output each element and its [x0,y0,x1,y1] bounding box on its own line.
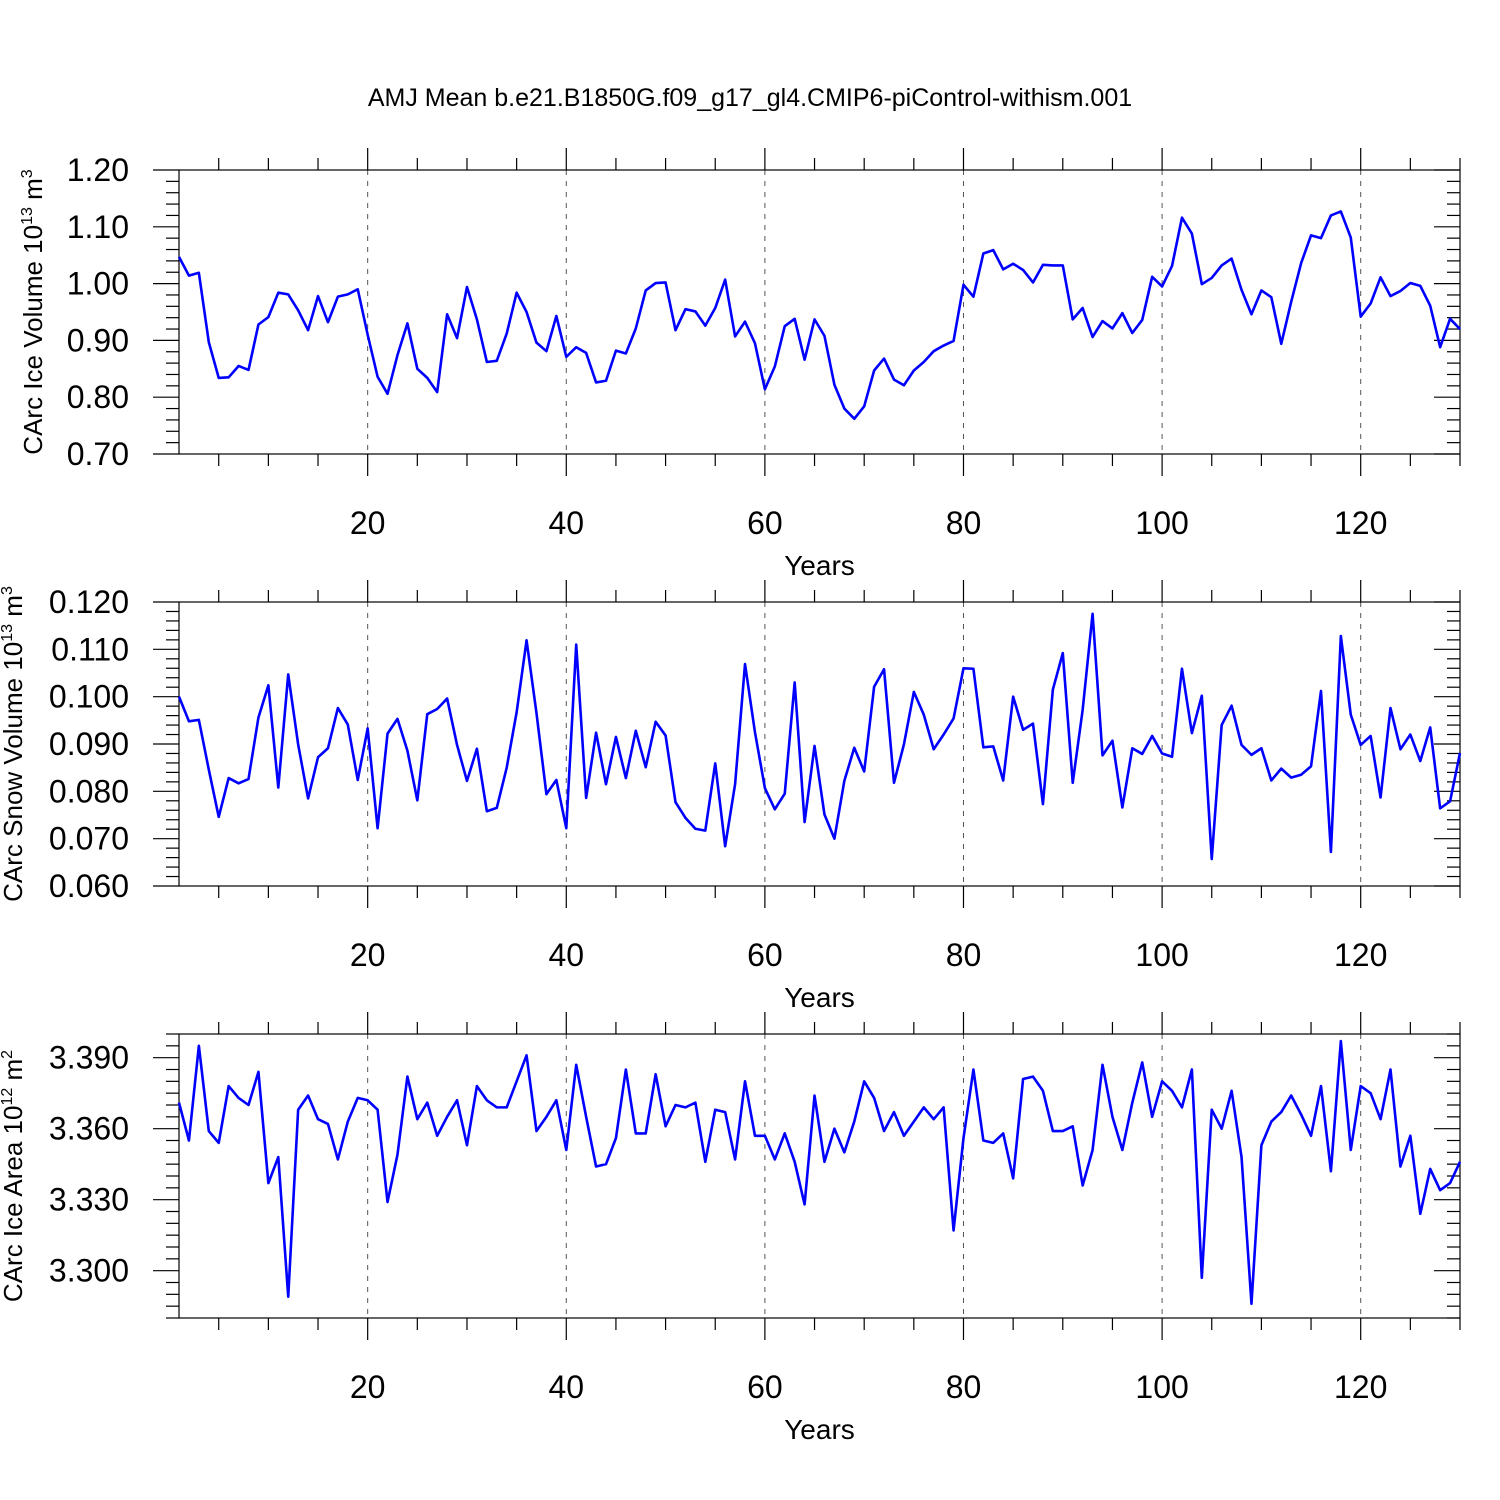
x-tick-label: 20 [350,505,386,541]
x-tick-label: 100 [1135,505,1188,541]
series-line [177,612,1462,861]
x-tick-label: 20 [350,1369,386,1405]
x-tick-label: 120 [1334,937,1387,973]
x-tick-label: 60 [747,937,783,973]
y-tick-label: 1.10 [67,209,129,245]
x-tick-label: 80 [946,937,982,973]
y-axis-label: CArc Ice Area 1012 m2 [0,1050,28,1302]
x-tick-label: 100 [1135,937,1188,973]
y-tick-label: 3.330 [49,1182,129,1218]
y-axis-label: CArc Ice Volume 1013 m3 [18,169,48,454]
x-tick-label: 40 [548,1369,584,1405]
y-tick-label: 0.060 [49,868,129,904]
panel-2: 20 40 60 80 100 120 Years 0.060 0.070 0.080 0.090 0… [0,580,1462,1013]
x-tick-label: 40 [548,937,584,973]
panel-3: 20 40 60 80 100 120 Years 3.300 3.330 3.360 3.390 C… [0,1012,1462,1445]
x-tick-label: 100 [1135,1369,1188,1405]
x-tick-label: 80 [946,1369,982,1405]
plot-frame [178,169,1461,455]
series-line [177,1039,1462,1306]
y-tick-label: 3.360 [49,1111,129,1147]
y-tick-label: 0.120 [49,584,129,620]
figure-title: AMJ Mean b.e21.B1850G.f09_g17_gl4.CMIP6-… [368,84,1132,112]
y-tick-label: 0.90 [67,322,129,358]
y-tick-label: 0.090 [49,726,129,762]
y-tick-label: 0.80 [67,379,129,415]
plot-frame [178,601,1461,887]
y-tick-label: 3.390 [49,1040,129,1076]
x-axis-label: Years [784,982,855,1013]
plot-frame [178,1033,1461,1319]
x-axis-label: Years [784,550,855,581]
x-tick-label: 40 [548,505,584,541]
y-tick-label: 1.20 [67,152,129,188]
y-tick-label: 0.080 [49,773,129,809]
y-tick-label: 3.300 [49,1253,129,1289]
y-axis-label: CArc Snow Volume 1013 m3 [0,586,28,902]
x-tick-label: 120 [1334,1369,1387,1405]
y-tick-label: 0.110 [51,631,129,667]
y-tick-label: 1.00 [67,266,129,302]
panel-1: 20 40 60 80 100 120 Years 0.70 0.80 0.90 1.00 1.10 1… [18,148,1461,581]
series-line [177,210,1461,421]
y-tick-label: 0.070 [49,821,129,857]
x-tick-label: 120 [1334,505,1387,541]
x-tick-label: 80 [946,505,982,541]
y-tick-label: 0.70 [67,436,129,472]
x-tick-label: 20 [350,937,386,973]
y-tick-label: 0.100 [49,679,129,715]
x-tick-label: 60 [747,1369,783,1405]
x-axis-label: Years [784,1414,855,1445]
x-tick-label: 60 [747,505,783,541]
